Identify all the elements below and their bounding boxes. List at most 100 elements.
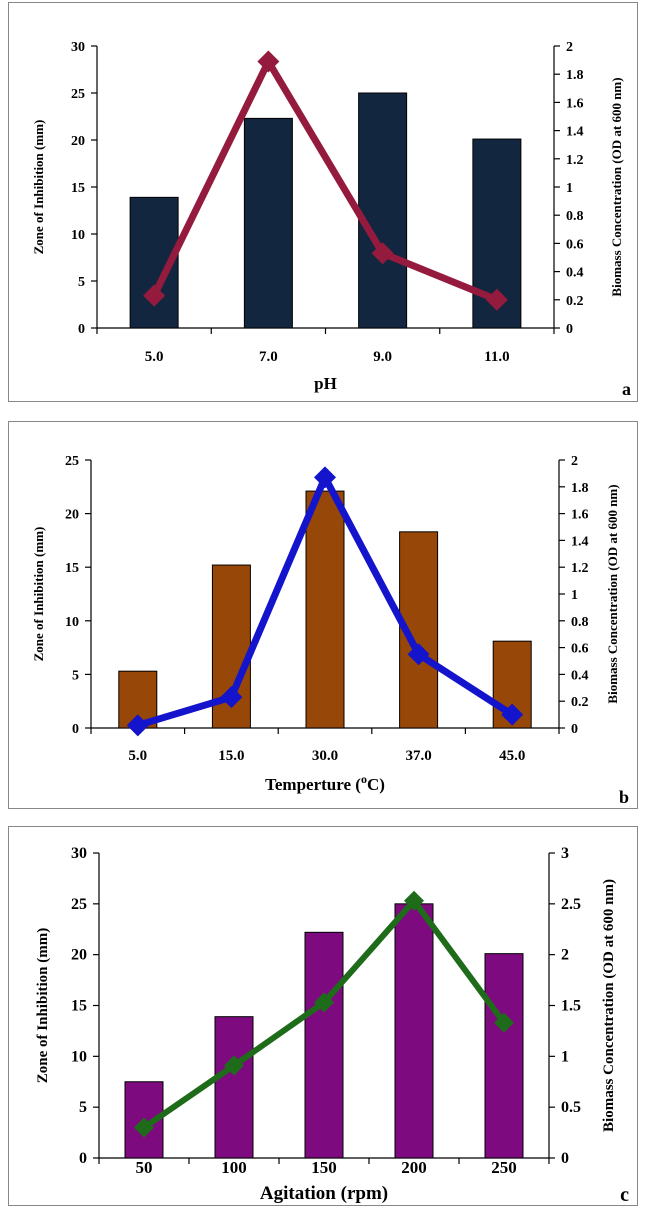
x-tick-label: 7.0 — [259, 349, 278, 365]
x-axis-title-part: Temperture ( — [265, 775, 361, 794]
bar — [484, 953, 524, 1159]
x-tick-label: 37.0 — [405, 748, 431, 764]
y-tick-label-left: 30 — [71, 40, 85, 55]
x-axis-title-part: o — [361, 772, 367, 786]
line-point-diamond — [494, 1012, 514, 1033]
y-tick-label-right: 0.6 — [571, 642, 589, 657]
bar — [394, 903, 434, 1159]
x-axis-title: Agitation (rpm) — [260, 1183, 388, 1204]
y-tick-label-right: 1.5 — [561, 998, 581, 1015]
line-point-diamond — [220, 686, 243, 709]
line-point-diamond — [257, 50, 280, 73]
y-tick-label-right: 0.5 — [561, 1099, 581, 1116]
y-tick-label-right: 3 — [561, 845, 569, 862]
x-tick-label: 250 — [491, 1158, 517, 1177]
y-tick-label-right: 1 — [566, 181, 573, 196]
y-tick-label-right: 0 — [566, 322, 573, 337]
y-tick-label-right: 1.8 — [566, 68, 584, 83]
y-tick-label-right: 1.6 — [571, 508, 589, 523]
x-axis-title: pH — [314, 374, 337, 393]
y-tick-label-left: 10 — [65, 615, 79, 630]
line-point-diamond — [224, 1055, 244, 1076]
chart-panel-c: 0 5 10 15 20 25 30 0 0.5 1 1.5 2 2.5 3 50 100 150 200 250 Z… — [8, 826, 638, 1206]
chart-panel-b: 0 5 10 15 20 25 0 0.2 0.4 0.6 0.8 1 1.2 1.4 1.6 1.8 2 5.0… — [8, 421, 638, 809]
x-tick-label: 45.0 — [499, 748, 525, 764]
chart-a-svg: 0 5 10 15 20 25 30 0 0.2 0.4 0.6 0.8 1 1.2 1.4 1.6 1.8 2 5… — [31, 40, 631, 399]
y-tick-label-left: 15 — [71, 181, 85, 196]
chart-c-svg: 0 5 10 15 20 25 30 0 0.5 1 1.5 2 2.5 3 50 100 150 200 250 Z… — [35, 845, 629, 1205]
y-tick-label-right: 1.2 — [571, 561, 589, 576]
y-tick-label-right: 0.4 — [566, 266, 584, 281]
y-axis-title-right: Biomass Concentration (OD at 600 nm) — [601, 879, 617, 1132]
chart-b-svg: 0 5 10 15 20 25 0 0.2 0.4 0.6 0.8 1 1.2 1.4 1.6 1.8 2 5.0… — [31, 454, 629, 807]
y-tick-label-right: 1.4 — [571, 534, 589, 549]
y-axis-title-left: Zone of Inhibition (mm) — [31, 527, 46, 662]
line-point-diamond — [404, 890, 424, 911]
series-line — [150, 58, 499, 304]
y-tick-label-right: 1.4 — [566, 125, 584, 140]
y-tick-label-right: 1.2 — [566, 153, 584, 168]
y-tick-label-left: 5 — [78, 275, 85, 290]
line-point-diamond — [501, 703, 524, 726]
x-tick-label: 9.0 — [373, 349, 392, 365]
x-axis-title-part: C) — [367, 775, 385, 794]
line-point-diamond — [143, 284, 166, 307]
y-tick-label-left: 10 — [71, 1048, 87, 1065]
bar — [358, 92, 408, 329]
line-point-diamond — [126, 714, 149, 737]
y-tick-label-left: 5 — [79, 1099, 87, 1116]
y-tick-label-right: 0.8 — [571, 615, 589, 630]
bar — [304, 931, 344, 1159]
y-tick-label-left: 25 — [65, 454, 79, 469]
y-axis-title-left: Zone of Inhibition (mm) — [35, 928, 51, 1083]
bar — [214, 1016, 254, 1159]
y-tick-label-right: 0.4 — [571, 668, 589, 683]
y-tick-label-right: 0 — [561, 1150, 569, 1167]
x-tick-label: 15.0 — [218, 748, 244, 764]
x-tick-label: 50 — [136, 1158, 153, 1177]
y-axis-title-left: Zone of Inhibition (mm) — [31, 120, 46, 255]
x-tick-label: 5.0 — [128, 748, 147, 764]
y-tick-label-left: 30 — [71, 845, 87, 862]
y-tick-label-left: 10 — [71, 228, 85, 243]
x-tick-label: 30.0 — [312, 748, 338, 764]
y-tick-label-left: 15 — [65, 561, 79, 576]
line-point-diamond — [134, 1117, 154, 1138]
y-tick-label-left: 20 — [71, 947, 87, 964]
line-point-diamond — [407, 643, 430, 666]
y-tick-label-right: 1.8 — [571, 481, 589, 496]
y-tick-label-left: 5 — [72, 668, 79, 683]
panel-label: a — [622, 379, 631, 399]
panel-label: b — [619, 787, 629, 807]
y-tick-label-right: 0.6 — [566, 237, 584, 252]
chart-panel-a: 0 5 10 15 20 25 30 0 0.2 0.4 0.6 0.8 1 1.2 1.4 1.6 1.8 2 5… — [8, 2, 638, 402]
x-tick-label: 5.0 — [145, 349, 164, 365]
y-tick-label-right: 0 — [571, 722, 578, 737]
y-tick-label-right: 2 — [561, 947, 569, 964]
y-axis-title-right: Biomass Concentration (OD at 600 nm) — [609, 77, 624, 296]
y-tick-label-right: 2.5 — [561, 896, 581, 913]
y-tick-label-left: 0 — [72, 722, 79, 737]
y-tick-label-right: 1 — [561, 1048, 569, 1065]
x-tick-label: 100 — [221, 1158, 247, 1177]
y-axis-title-right: Biomass Concentration (OD at 600 nm) — [605, 484, 620, 703]
y-tick-label-right: 0.2 — [566, 294, 584, 309]
x-tick-label: 150 — [311, 1158, 337, 1177]
line-point-diamond — [371, 242, 394, 265]
x-tick-label: 11.0 — [484, 349, 509, 365]
y-tick-label-left: 20 — [71, 134, 85, 149]
bar — [305, 490, 345, 729]
y-tick-label-left: 0 — [78, 322, 85, 337]
y-tick-label-right: 1 — [571, 588, 578, 603]
x-axis-title: Temperture (oC) — [265, 772, 385, 794]
panel-label: c — [620, 1184, 629, 1205]
line-point-diamond — [314, 992, 334, 1013]
y-tick-label-right: 0.8 — [566, 209, 584, 224]
y-tick-label-left: 25 — [71, 87, 85, 102]
y-tick-label-left: 20 — [65, 508, 79, 523]
x-tick-label: 200 — [401, 1158, 427, 1177]
y-tick-label-right: 2 — [566, 40, 573, 55]
y-tick-label-right: 2 — [571, 454, 578, 469]
line-point-diamond — [485, 288, 508, 311]
y-tick-label-left: 0 — [79, 1150, 87, 1167]
